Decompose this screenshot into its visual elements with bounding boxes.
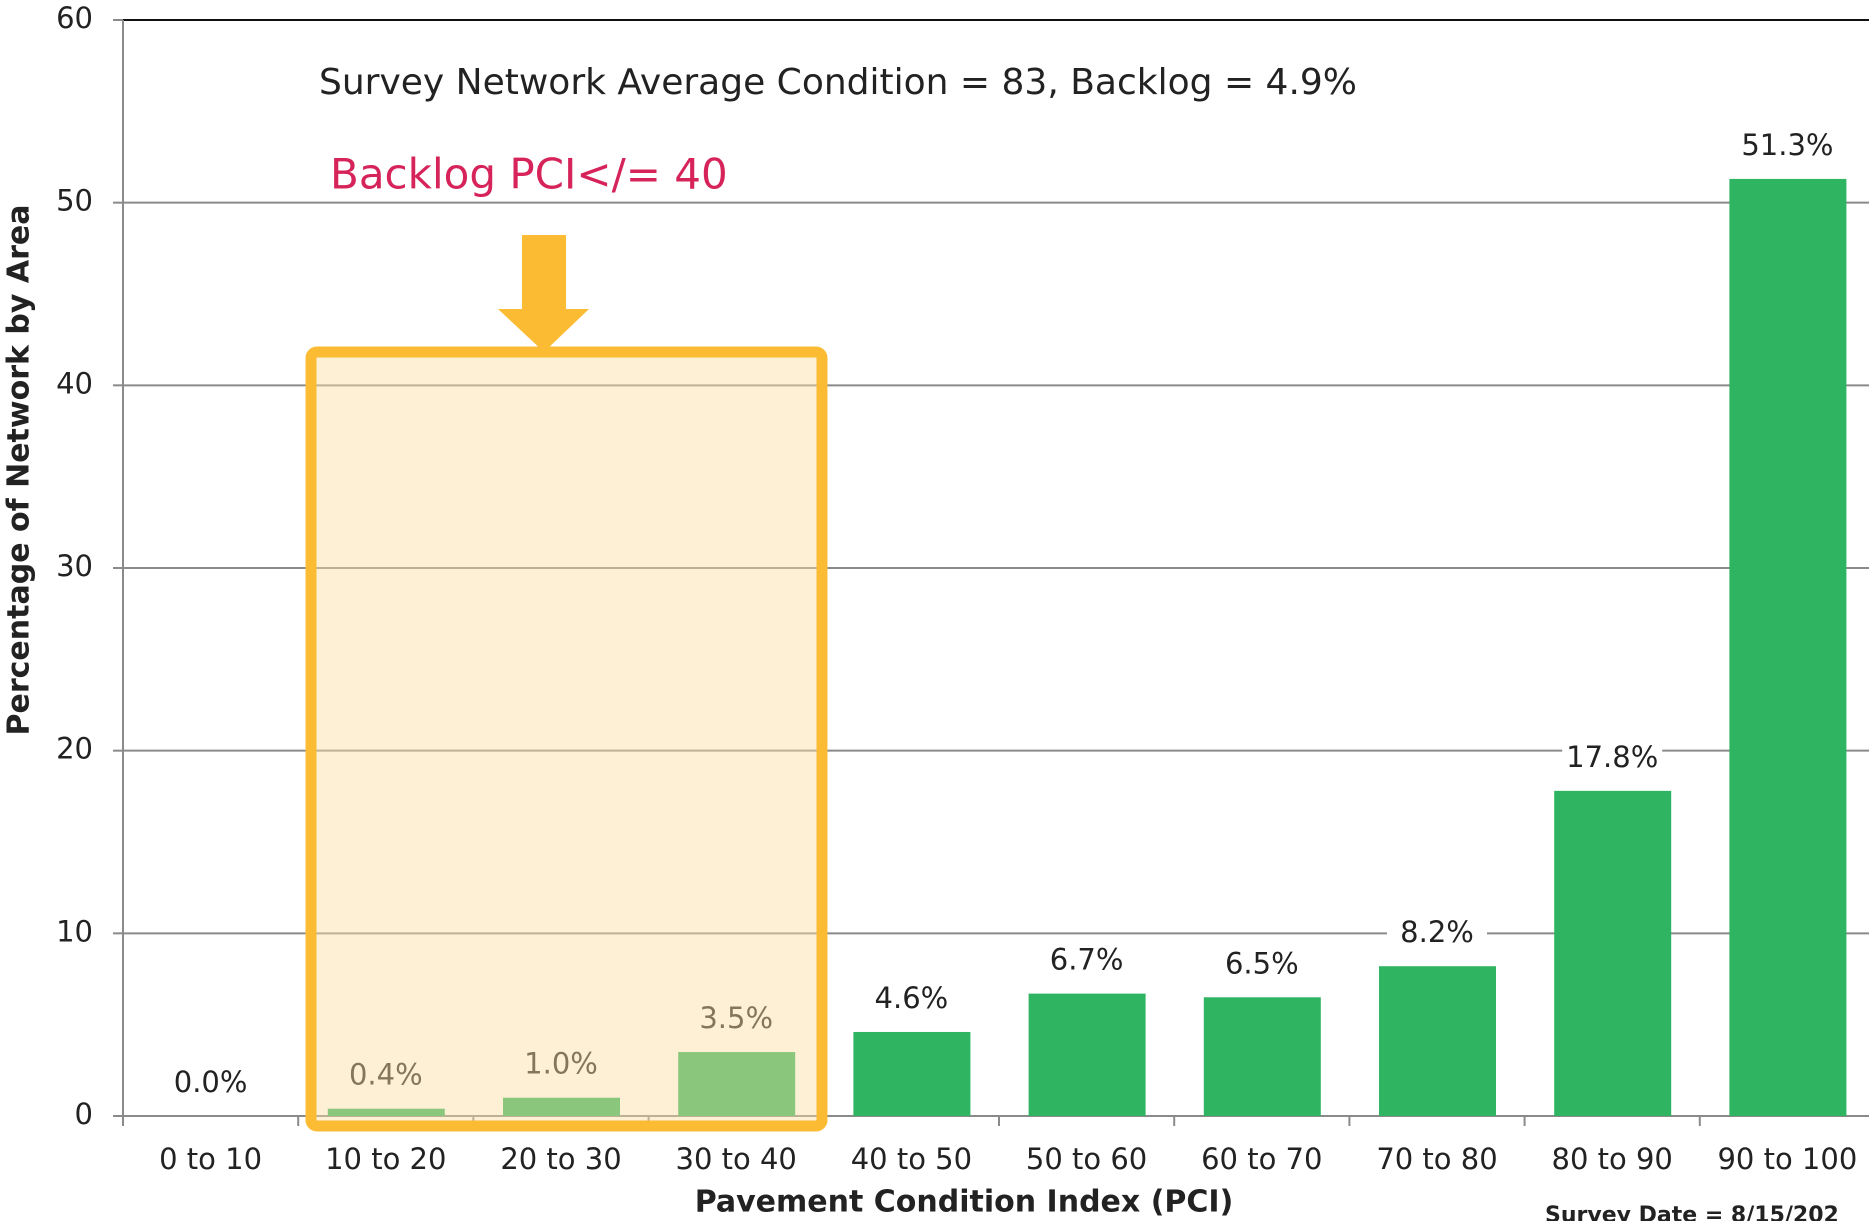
x-tick-label: 70 to 80 — [1376, 1142, 1497, 1176]
bar — [1729, 178, 1847, 1117]
y-tick-label: 20 — [56, 732, 93, 766]
x-tick-label: 30 to 40 — [676, 1142, 797, 1176]
data-label: 51.3% — [1741, 128, 1833, 162]
data-label: 4.6% — [875, 981, 949, 1015]
label-bg — [511, 1047, 611, 1084]
summary-annotation: Survey Network Average Condition = 83, B… — [319, 62, 1357, 103]
y-tick-label: 60 — [56, 1, 93, 35]
data-label: 6.5% — [1225, 946, 1299, 980]
bar — [1554, 790, 1672, 1116]
label-bg — [1036, 943, 1137, 980]
backlog-box — [305, 346, 828, 1132]
label-bg — [160, 1066, 261, 1102]
bar — [327, 1108, 445, 1116]
x-tick-label: 0 to 10 — [159, 1142, 262, 1176]
backlog-annotation: Backlog PCI</= 40 — [330, 150, 728, 199]
x-tick-label: 90 to 100 — [1717, 1142, 1857, 1176]
bar — [1028, 993, 1146, 1116]
y-tick-label: 40 — [56, 366, 93, 400]
label-bg — [1387, 916, 1487, 953]
backlog-arrow — [498, 235, 589, 352]
data-label: 3.5% — [699, 1001, 773, 1035]
bar — [1379, 966, 1496, 1116]
data-label: 6.7% — [1050, 943, 1124, 977]
x-tick-label: 10 to 20 — [325, 1142, 446, 1176]
x-tick-label: 20 to 30 — [500, 1142, 621, 1176]
data-label: 0.0% — [174, 1065, 248, 1099]
y-tick-label: 0 — [75, 1097, 93, 1131]
x-tick-label: 80 to 90 — [1552, 1142, 1673, 1176]
x-axis-label: Pavement Condition Index (PCI) — [695, 1185, 1234, 1220]
bar — [853, 1031, 971, 1116]
bar — [678, 1052, 796, 1116]
label-bg — [686, 1002, 787, 1039]
survey-date: Survey Date = 8/15/202 — [1545, 1203, 1839, 1221]
y-tick-label: 30 — [56, 549, 93, 583]
x-tick-label: 60 to 70 — [1201, 1142, 1322, 1176]
y-tick-label: 50 — [56, 184, 93, 218]
x-tick-label: 50 to 60 — [1026, 1142, 1147, 1176]
data-label: 0.4% — [349, 1058, 423, 1092]
label-bg — [1562, 740, 1663, 777]
bar — [1203, 997, 1321, 1116]
y-axis-label: Percentage of Network by Area — [2, 205, 37, 736]
bar — [503, 1097, 620, 1116]
data-label: 8.2% — [1400, 915, 1474, 949]
label-bg — [1211, 947, 1312, 984]
label-bg — [1737, 128, 1838, 165]
data-label: 17.8% — [1566, 740, 1658, 774]
label-bg — [861, 981, 962, 1018]
x-tick-label: 40 to 50 — [851, 1142, 972, 1176]
data-label: 1.0% — [524, 1047, 598, 1081]
y-tick-label: 10 — [56, 914, 93, 948]
label-bg — [335, 1058, 436, 1095]
